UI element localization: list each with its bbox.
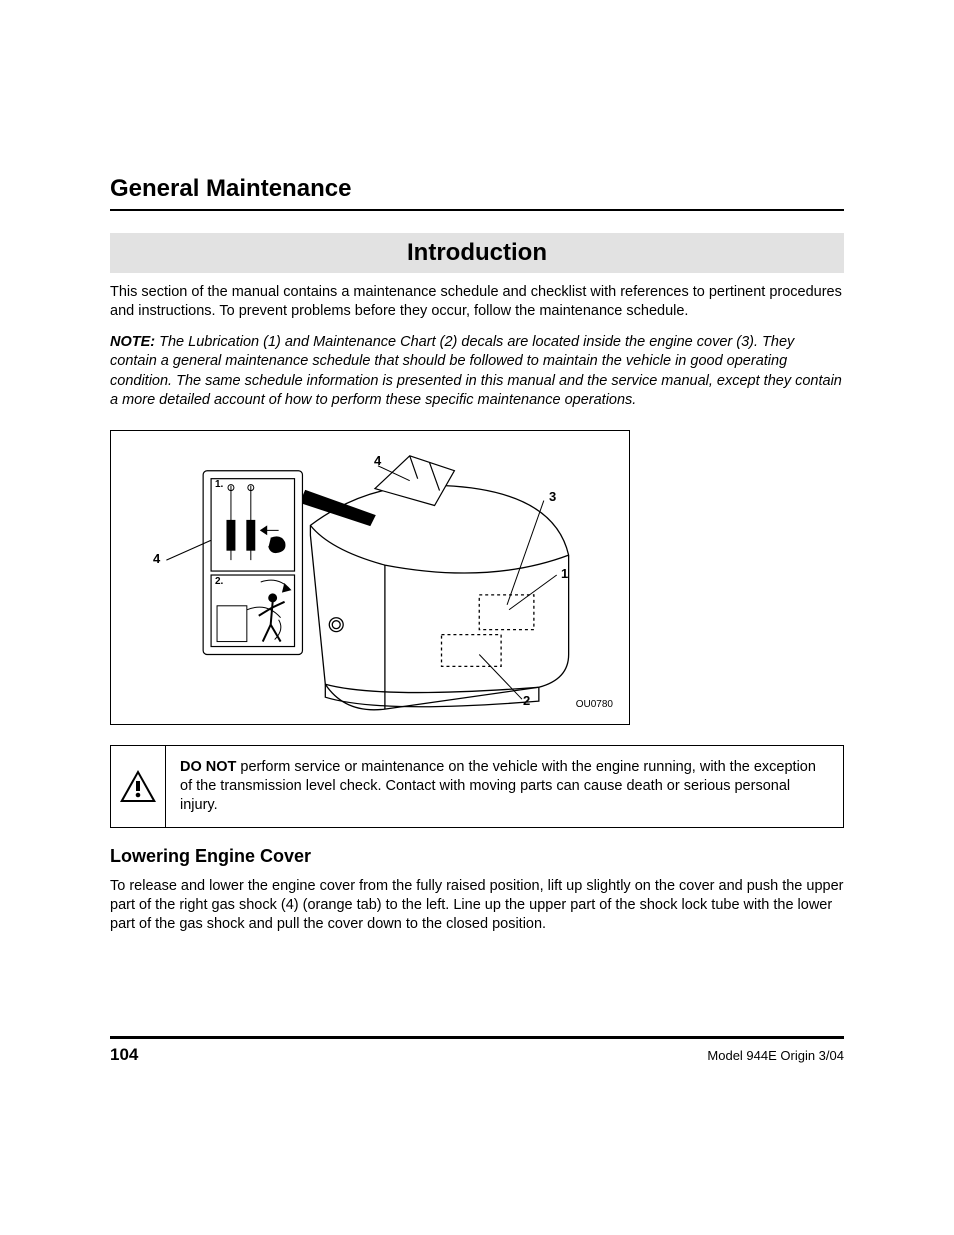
lowering-cover-paragraph: To release and lower the engine cover fr… — [110, 877, 844, 934]
figure-svg — [111, 431, 629, 724]
warning-body: perform service or maintenance on the ve… — [180, 759, 816, 813]
note-label: NOTE: — [110, 334, 155, 350]
warning-icon-cell — [110, 745, 165, 828]
callout-4-top: 4 — [374, 453, 381, 468]
section-title: General Maintenance — [110, 175, 844, 203]
callout-4-left: 4 — [153, 551, 160, 566]
footer-rule — [110, 1036, 844, 1039]
page-container: General Maintenance Introduction This se… — [0, 0, 954, 1235]
callout-2: 2 — [523, 693, 530, 708]
engine-cover-figure: 4 3 1 2 4 1. 2. OU0780 — [110, 430, 630, 725]
warning-text: DO NOT perform service or maintenance on… — [165, 745, 844, 828]
section-rule — [110, 209, 844, 211]
note-paragraph: NOTE: The Lubrication (1) and Maintenanc… — [110, 333, 844, 410]
intro-paragraph: This section of the manual contains a ma… — [110, 283, 844, 321]
warning-box: DO NOT perform service or maintenance on… — [110, 745, 844, 828]
callout-1: 1 — [561, 566, 568, 581]
warning-icon — [119, 769, 157, 803]
page-footer: 104 Model 944E Origin 3/04 — [110, 1036, 844, 1065]
page-number: 104 — [110, 1045, 138, 1065]
figure-ref: OU0780 — [576, 699, 613, 710]
note-body: The Lubrication (1) and Maintenance Char… — [110, 334, 842, 407]
introduction-heading: Introduction — [110, 233, 844, 273]
decal-1-label: 1. — [215, 479, 223, 490]
model-info: Model 944E Origin 3/04 — [707, 1048, 844, 1063]
warning-bold: DO NOT — [180, 759, 236, 775]
callout-3: 3 — [549, 489, 556, 504]
footer-line: 104 Model 944E Origin 3/04 — [110, 1045, 844, 1065]
decal-2-label: 2. — [215, 576, 223, 587]
lowering-cover-heading: Lowering Engine Cover — [110, 846, 844, 867]
